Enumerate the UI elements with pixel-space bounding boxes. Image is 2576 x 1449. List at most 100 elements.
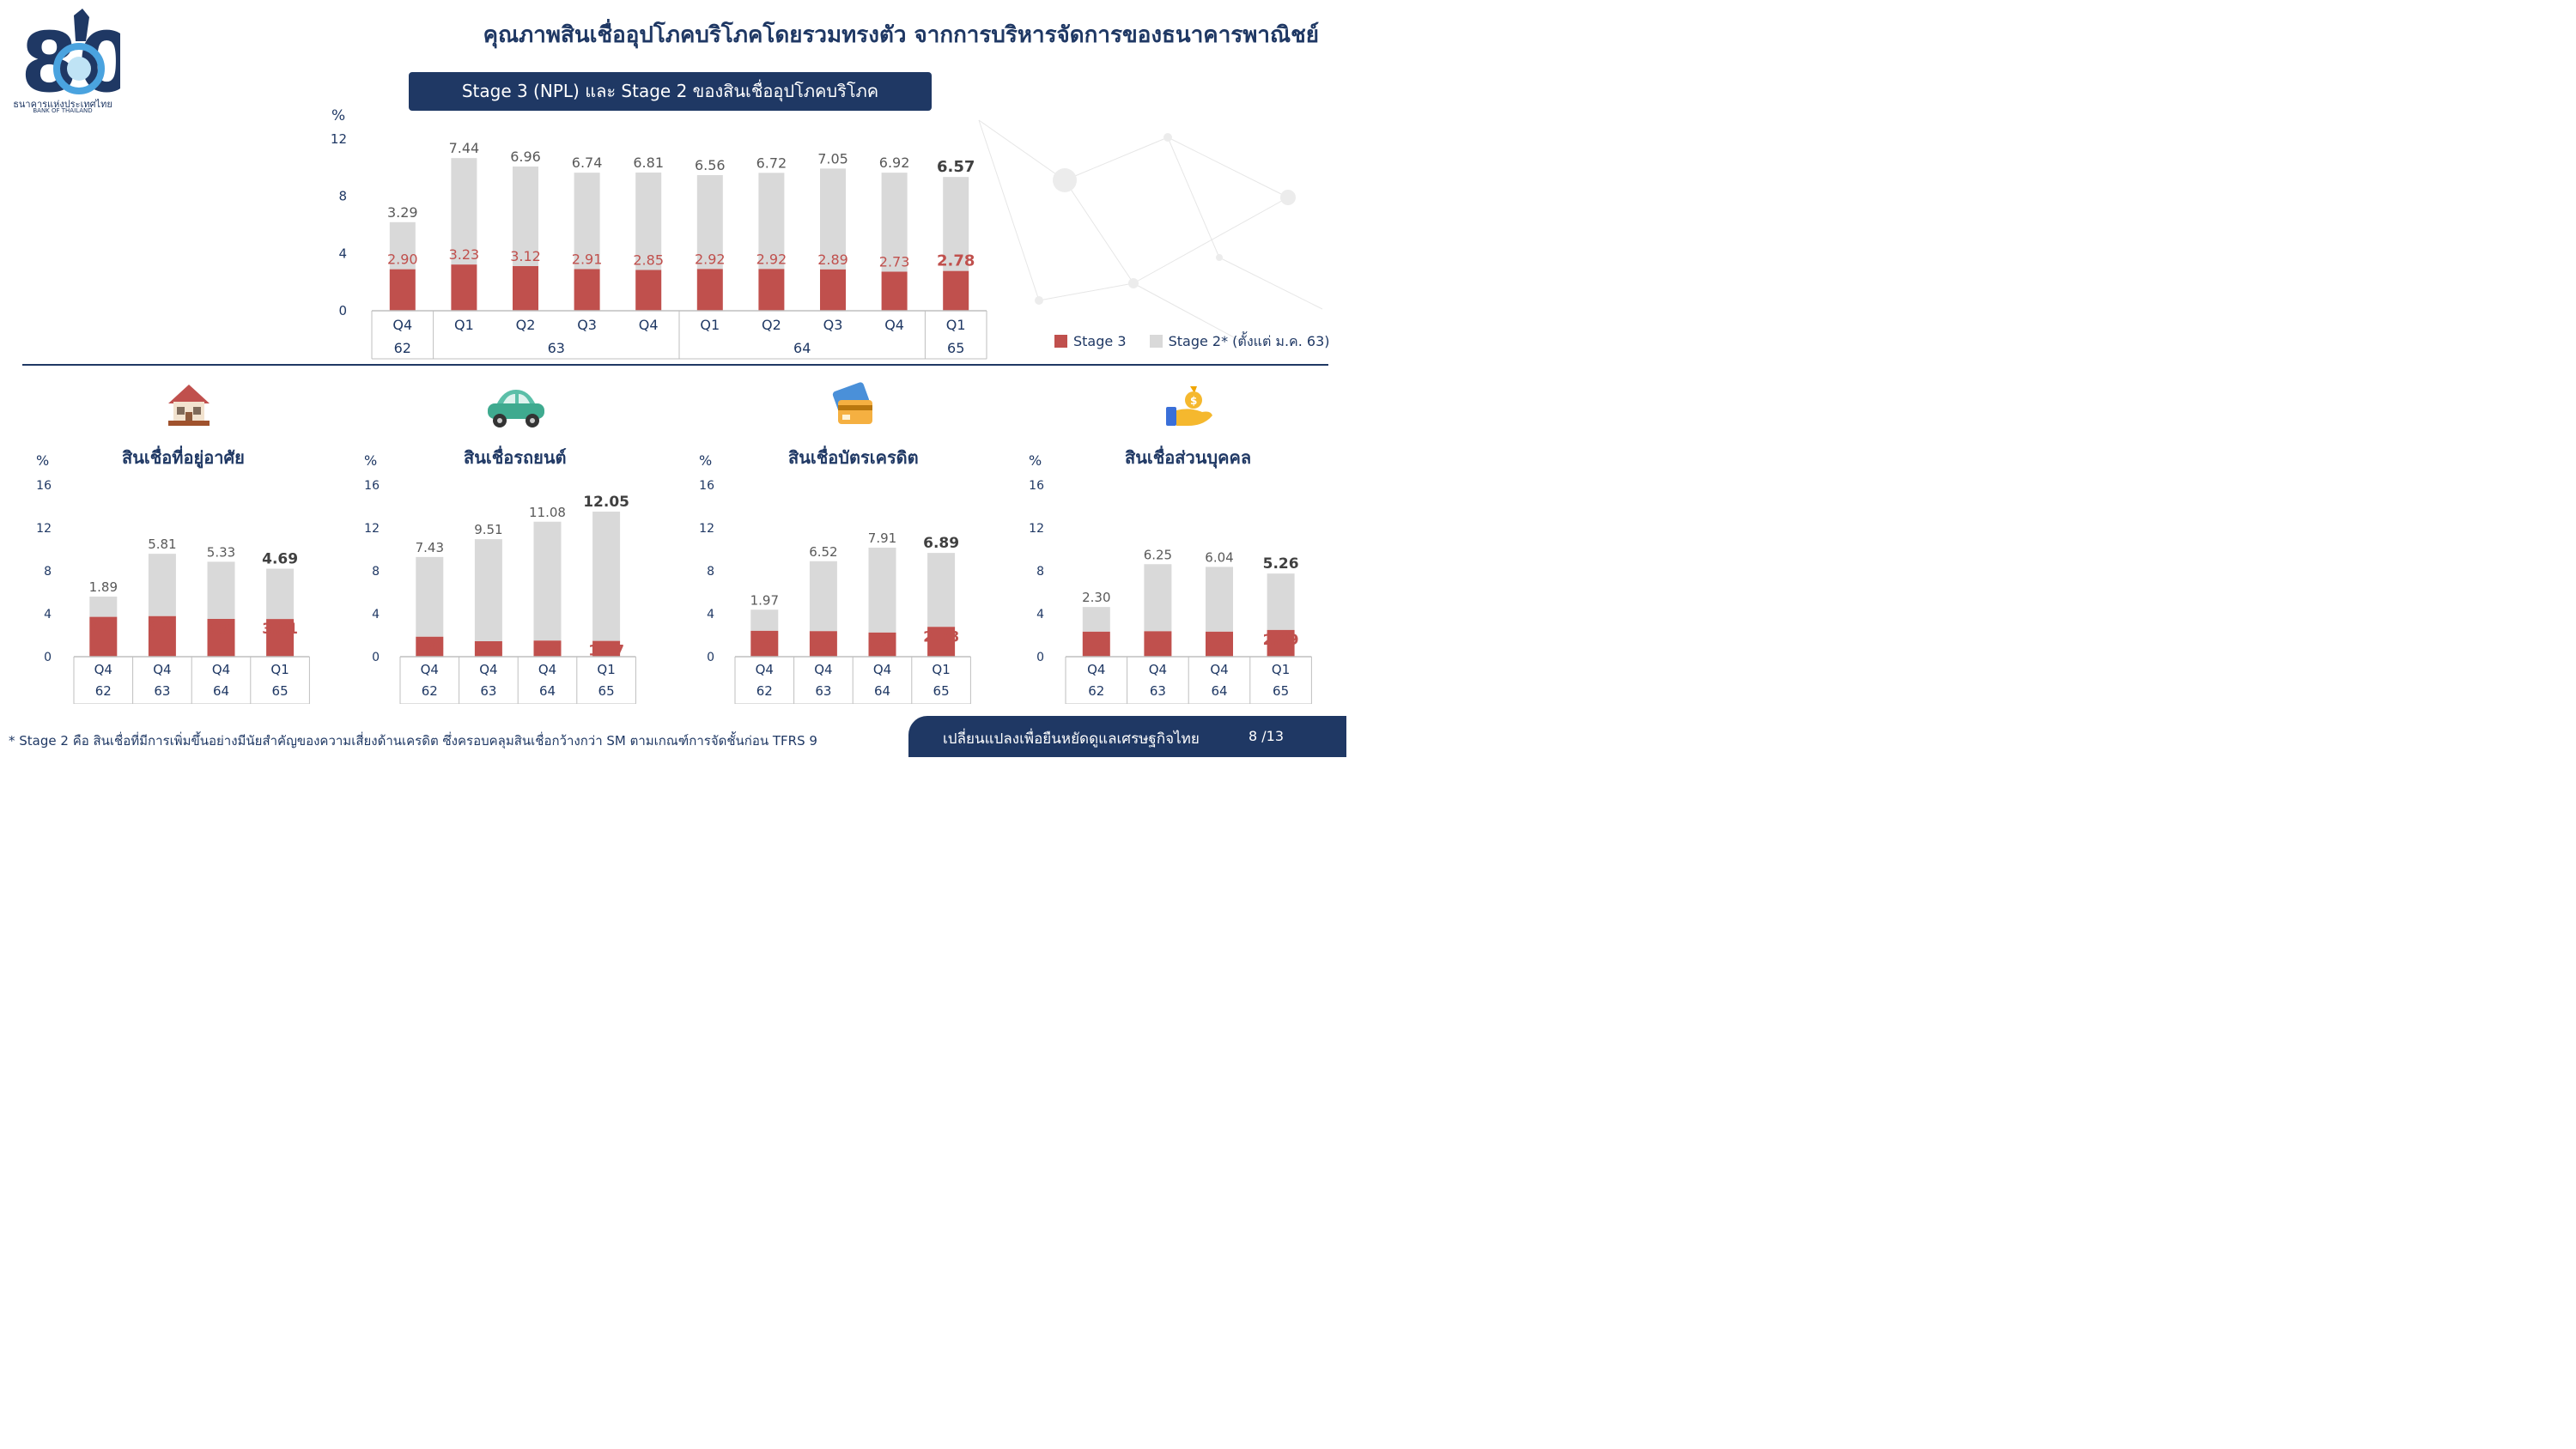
overall-bar-stage3-2: [513, 266, 538, 311]
overall-bar-stage2-5: [696, 175, 723, 270]
overall-bar-stage3-0: [389, 269, 416, 311]
credit-card-label-stage2-0: 1.97: [750, 592, 779, 608]
overall-bar-stage2-9: [943, 177, 969, 271]
auto-category-label-2: Q4: [538, 662, 556, 677]
logo-name-en: BANK OF THAILAND: [33, 107, 93, 114]
auto-y-tick-1: 4: [372, 608, 380, 621]
housing-category-label-1: Q4: [153, 662, 171, 677]
personal-label-stage3-1: 2.37: [1144, 634, 1172, 649]
background-network-art: [978, 119, 1323, 344]
credit-card-bar-stage2-3: [927, 553, 956, 627]
personal-bar-stage2-2: [1206, 567, 1233, 632]
housing-year-label-0: 62: [95, 683, 112, 699]
personal-y-tick-0: 0: [1036, 651, 1044, 664]
bank-of-thailand-80-logo: 80: [9, 7, 136, 117]
page-title: คุณภาพสินเชื่ออุปโภคบริโภคโดยรวมทรงตัว จ…: [483, 22, 1319, 48]
overall-bar-stage2-1: [451, 158, 477, 265]
legend-item-stage3: Stage 3: [1054, 333, 1127, 349]
overall-category-label-8: Q4: [884, 317, 904, 333]
page-number: 8 /13: [1249, 728, 1285, 744]
overall-label-stage2-2: 6.96: [510, 149, 541, 165]
chart-legend: Stage 3 Stage 2* (ตั้งแต่ ม.ค. 63): [1054, 331, 1330, 353]
credit-card-label-stage3-1: 2.38: [809, 634, 837, 649]
overall-category-label-9: Q1: [946, 317, 966, 333]
overall-label-stage3-0: 2.90: [387, 252, 418, 268]
overall-bar-stage2-0: [389, 221, 416, 270]
overall-bar-stage2-8: [881, 173, 908, 272]
auto-label-stage2-1: 9.51: [474, 522, 502, 537]
chart-title-credit-card: สินเชื่อบัตรเครดิต: [788, 447, 919, 468]
credit-card-y-tick-3: 12: [699, 522, 714, 536]
credit-card-label-stage3-2: 2.25: [868, 635, 896, 651]
personal-label-stage3-0: 2.33: [1082, 634, 1110, 650]
personal-category-label-2: Q4: [1210, 662, 1228, 677]
housing-y-tick-1: 4: [44, 608, 52, 621]
overall-category-label-6: Q2: [762, 317, 781, 333]
auto-label-stage3-1: 1.44: [474, 644, 502, 659]
overall-label-stage2-9: 6.57: [937, 158, 975, 176]
personal-year-label-0: 62: [1088, 683, 1104, 699]
personal-y-tick-4: 16: [1029, 479, 1044, 493]
housing-y-unit-label: %: [36, 452, 49, 469]
housing-y-tick-4: 16: [36, 479, 52, 493]
overall-label-stage3-3: 2.91: [572, 252, 603, 268]
credit-card-category-label-2: Q4: [873, 662, 891, 677]
personal-category-label-0: Q4: [1087, 662, 1105, 677]
logo-emblem: 80: [21, 9, 136, 111]
chart-title-housing: สินเชื่อที่อยู่อาศัย: [122, 447, 245, 468]
auto-y-tick-3: 12: [364, 522, 380, 536]
personal-y-tick-3: 12: [1029, 522, 1044, 536]
overall-label-stage2-3: 6.74: [572, 155, 603, 171]
housing-category-label-0: Q4: [94, 662, 112, 677]
overall-bar-stage2-3: [574, 173, 600, 270]
money-bag-hand-icon: $: [1166, 386, 1212, 426]
auto-y-tick-4: 16: [364, 479, 380, 493]
credit-card-year-label-1: 63: [815, 683, 831, 699]
personal-category-label-3: Q1: [1272, 662, 1290, 677]
auto-y-tick-0: 0: [372, 651, 380, 664]
legend-swatch-stage3: [1054, 335, 1067, 348]
credit-card-y-tick-2: 8: [707, 565, 714, 579]
overall-bar-stage3-5: [696, 269, 723, 311]
overall-year-label-1: 63: [548, 340, 565, 356]
credit-card-icon: [832, 382, 872, 424]
credit-card-bar-stage3-3: [927, 627, 956, 657]
overall-label-stage3-1: 3.23: [449, 246, 480, 263]
housing-category-label-2: Q4: [212, 662, 230, 677]
overall-bar-stage3-7: [820, 269, 846, 311]
auto-bar-stage3-0: [416, 636, 444, 657]
auto-label-stage2-3: 12.05: [583, 494, 629, 511]
personal-label-stage2-2: 6.04: [1205, 549, 1233, 565]
personal-y-tick-1: 4: [1036, 608, 1044, 621]
footer-bar: เปลี่ยนแปลงเพื่อยืนหยัดดูแลเศรษฐกิจไทย 8…: [908, 716, 1346, 757]
overall-category-label-5: Q1: [700, 317, 720, 333]
overall-label-stage3-7: 2.89: [817, 252, 848, 268]
auto-category-label-0: Q4: [421, 662, 439, 677]
overall-y-tick-3: 12: [331, 131, 347, 147]
auto-category-label-3: Q1: [597, 662, 615, 677]
credit-card-y-tick-0: 0: [707, 651, 714, 664]
personal-bar-stage3-2: [1206, 631, 1233, 657]
subtitle-banner: Stage 3 (NPL) และ Stage 2 ของสินเชื่ออุป…: [409, 72, 932, 111]
overall-bar-stage3-6: [758, 269, 785, 311]
personal-y-unit-label: %: [1029, 452, 1042, 469]
personal-year-label-1: 63: [1150, 683, 1166, 699]
housing-label-stage3-0: 3.71: [89, 620, 118, 635]
auto-y-unit-label: %: [364, 452, 377, 469]
overall-stage-chart: % 0 4 8 12 3.29 2.90 Q4 7.44 3.23 Q1 6.96 3.12 Q2 6.74…: [331, 107, 987, 360]
auto-label-stage3-3: 1.47: [588, 643, 624, 660]
credit-card-year-label-0: 62: [756, 683, 773, 699]
legend-label-stage3: Stage 3: [1073, 333, 1127, 349]
credit-card-y-tick-1: 4: [707, 608, 714, 621]
overall-label-stage3-4: 2.85: [633, 252, 664, 269]
legend-label-stage2: Stage 2* (ตั้งแต่ ม.ค. 63): [1168, 333, 1330, 349]
overall-bar-stage3-1: [451, 264, 477, 311]
credit-card-loan-chart: % 0 4 8 12 16 1.97 2.41 Q4 6.52 2.38 Q4 7.91 2.25 Q4 6.…: [699, 452, 971, 704]
chart-title-personal: สินเชื่อส่วนบุคคล: [1125, 447, 1252, 468]
personal-label-stage3-3: 2.49: [1263, 632, 1299, 649]
personal-bar-stage3-1: [1144, 631, 1172, 657]
auto-bar-stage2-3: [592, 512, 621, 641]
personal-label-stage2-1: 6.25: [1144, 547, 1172, 562]
credit-card-category-label-1: Q4: [814, 662, 832, 677]
auto-label-stage3-2: 1.50: [533, 643, 562, 658]
